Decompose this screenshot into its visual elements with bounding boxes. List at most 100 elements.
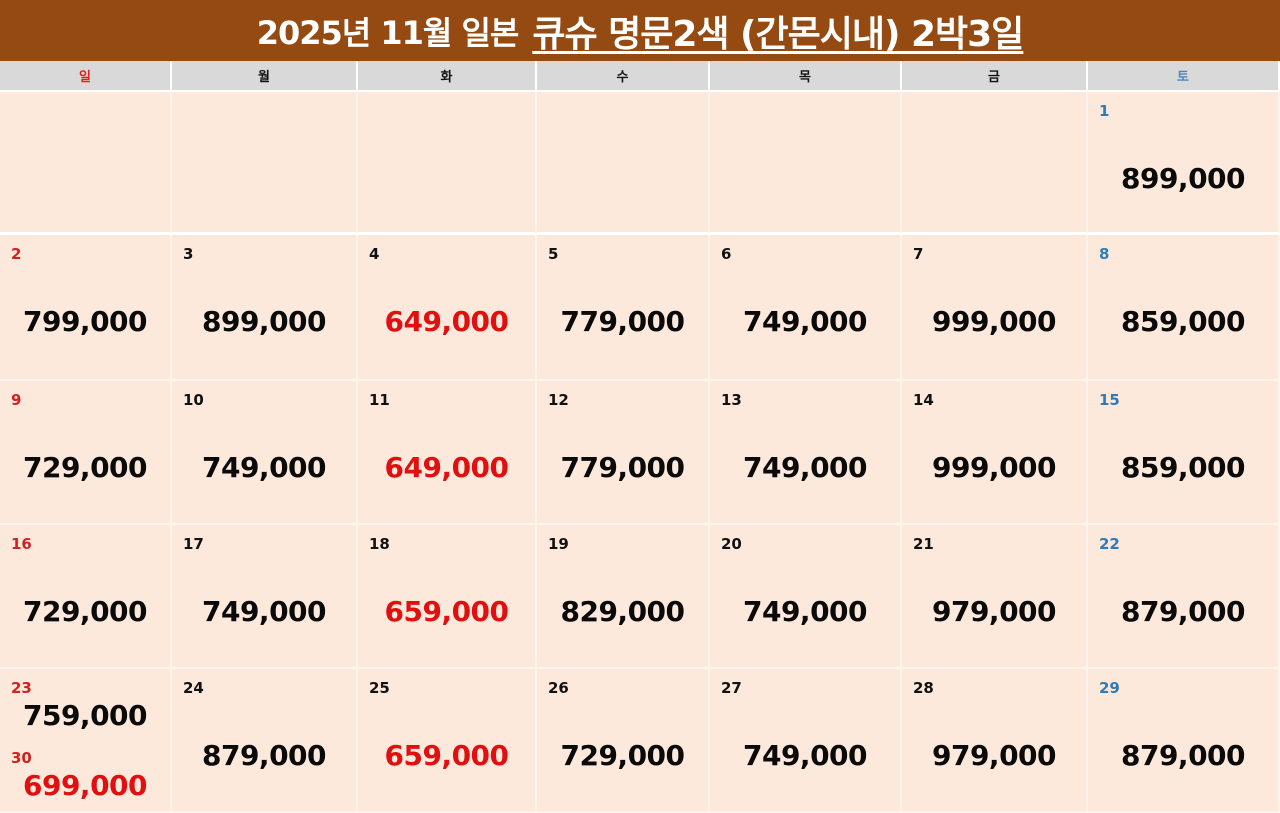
tour-price: 999,000 xyxy=(931,451,1057,484)
tour-price: 749,000 xyxy=(742,451,868,484)
empty-day-cell xyxy=(0,92,172,235)
day-number: 1 xyxy=(1099,102,1110,120)
day-number: 14 xyxy=(913,391,934,409)
title-date: 2025년 11월 일본 xyxy=(256,13,520,52)
tour-price: 859,000 xyxy=(1120,451,1246,484)
day-number: 7 xyxy=(913,245,924,263)
tour-price: 979,000 xyxy=(931,739,1057,772)
day-number: 26 xyxy=(548,679,569,697)
tour-price: 879,000 xyxy=(1120,595,1246,628)
day-number: 17 xyxy=(183,535,204,553)
calendar-day-cell[interactable]: 7 999,000 xyxy=(902,235,1088,381)
day-number: 21 xyxy=(913,535,934,553)
tour-price: 659,000 xyxy=(384,595,509,628)
tour-price: 649,000 xyxy=(384,451,509,484)
calendar-day-cell[interactable]: 29 879,000 xyxy=(1088,669,1280,813)
empty-day-cell xyxy=(710,92,902,235)
calendar-day-cell[interactable]: 8 859,000 xyxy=(1088,235,1280,381)
tour-price: 879,000 xyxy=(201,739,327,772)
calendar-day-cell[interactable]: 10 749,000 xyxy=(172,381,358,525)
tour-price: 729,000 xyxy=(560,739,685,772)
tour-price: 749,000 xyxy=(201,595,327,628)
calendar-day-cell[interactable]: 19 829,000 xyxy=(537,525,710,669)
day-number: 20 xyxy=(721,535,742,553)
calendar-day-cell[interactable]: 12 779,000 xyxy=(537,381,710,525)
day-number: 13 xyxy=(721,391,742,409)
tour-price: 659,000 xyxy=(384,739,509,772)
calendar-title: 2025년 11월 일본 큐슈 명문2색 (간몬시내) 2박3일 xyxy=(0,0,1280,61)
calendar-day-cell[interactable]: 2 799,000 xyxy=(0,235,172,381)
calendar-day-cell[interactable]: 14 999,000 xyxy=(902,381,1088,525)
day-number: 12 xyxy=(548,391,569,409)
tour-price: 999,000 xyxy=(931,305,1057,338)
weekday-header: 화 xyxy=(358,61,537,92)
tour-price: 729,000 xyxy=(22,451,148,484)
tour-price: 649,000 xyxy=(384,305,509,338)
calendar-day-cell[interactable]: 24 879,000 xyxy=(172,669,358,813)
day-number: 5 xyxy=(548,245,559,263)
day-number: 8 xyxy=(1099,245,1110,263)
day-number: 22 xyxy=(1099,535,1120,553)
tour-price: 899,000 xyxy=(201,305,327,338)
day-number: 16 xyxy=(11,535,32,553)
tour-price: 799,000 xyxy=(22,305,148,338)
tour-price: 979,000 xyxy=(931,595,1057,628)
day-number: 25 xyxy=(369,679,390,697)
title-tour-name: 큐슈 명문2색 (간몬시내) 2박3일 xyxy=(532,13,1024,55)
price-calendar: 일 월 화 수 목 금 토 1 899,000 2 799,000 3 899,000 4 649,000 5… xyxy=(0,61,1280,813)
weekday-header: 일 xyxy=(0,61,172,92)
calendar-day-cell[interactable]: 5 779,000 xyxy=(537,235,710,381)
day-number: 18 xyxy=(369,535,390,553)
calendar-day-cell[interactable]: 13 749,000 xyxy=(710,381,902,525)
calendar-day-cell[interactable]: 27 749,000 xyxy=(710,669,902,813)
tour-price: 749,000 xyxy=(742,595,868,628)
day-number: 3 xyxy=(183,245,194,263)
calendar-day-cell[interactable]: 23 759,000 30 699,000 xyxy=(0,669,172,813)
day-number: 19 xyxy=(548,535,569,553)
weekday-header: 금 xyxy=(902,61,1088,92)
tour-price: 729,000 xyxy=(22,595,148,628)
day-number: 28 xyxy=(913,679,934,697)
empty-day-cell xyxy=(537,92,710,235)
calendar-day-cell[interactable]: 6 749,000 xyxy=(710,235,902,381)
tour-price: 759,000 xyxy=(22,699,148,732)
calendar-day-cell[interactable]: 21 979,000 xyxy=(902,525,1088,669)
day-number: 15 xyxy=(1099,391,1120,409)
calendar-day-cell[interactable]: 16 729,000 xyxy=(0,525,172,669)
calendar-day-cell[interactable]: 18 659,000 xyxy=(358,525,537,669)
calendar-day-cell[interactable]: 28 979,000 xyxy=(902,669,1088,813)
day-number: 9 xyxy=(11,391,22,409)
weekday-header: 월 xyxy=(172,61,358,92)
weekday-header: 목 xyxy=(710,61,902,92)
calendar-day-cell[interactable]: 20 749,000 xyxy=(710,525,902,669)
tour-price: 829,000 xyxy=(560,595,685,628)
calendar-day-cell[interactable]: 25 659,000 xyxy=(358,669,537,813)
calendar-day-cell[interactable]: 17 749,000 xyxy=(172,525,358,669)
calendar-day-cell[interactable]: 9 729,000 xyxy=(0,381,172,525)
day-number: 24 xyxy=(183,679,204,697)
calendar-day-cell[interactable]: 26 729,000 xyxy=(537,669,710,813)
weekday-header: 수 xyxy=(537,61,710,92)
calendar-day-cell[interactable]: 11 649,000 xyxy=(358,381,537,525)
tour-price: 859,000 xyxy=(1120,305,1246,338)
calendar-day-cell[interactable]: 15 859,000 xyxy=(1088,381,1280,525)
tour-price: 749,000 xyxy=(201,451,327,484)
day-number: 30 xyxy=(11,749,32,767)
tour-price: 699,000 xyxy=(22,769,148,802)
tour-price: 899,000 xyxy=(1120,162,1246,195)
empty-day-cell xyxy=(902,92,1088,235)
day-number: 27 xyxy=(721,679,742,697)
weekday-header: 토 xyxy=(1088,61,1280,92)
day-number: 2 xyxy=(11,245,22,263)
tour-price: 749,000 xyxy=(742,739,868,772)
day-number: 6 xyxy=(721,245,732,263)
calendar-day-cell[interactable]: 4 649,000 xyxy=(358,235,537,381)
day-number: 29 xyxy=(1099,679,1120,697)
calendar-day-cell[interactable]: 3 899,000 xyxy=(172,235,358,381)
tour-price: 749,000 xyxy=(742,305,868,338)
calendar-day-cell[interactable]: 1 899,000 xyxy=(1088,92,1280,235)
day-number: 23 xyxy=(11,679,32,697)
tour-price: 879,000 xyxy=(1120,739,1246,772)
calendar-day-cell[interactable]: 22 879,000 xyxy=(1088,525,1280,669)
empty-day-cell xyxy=(172,92,358,235)
